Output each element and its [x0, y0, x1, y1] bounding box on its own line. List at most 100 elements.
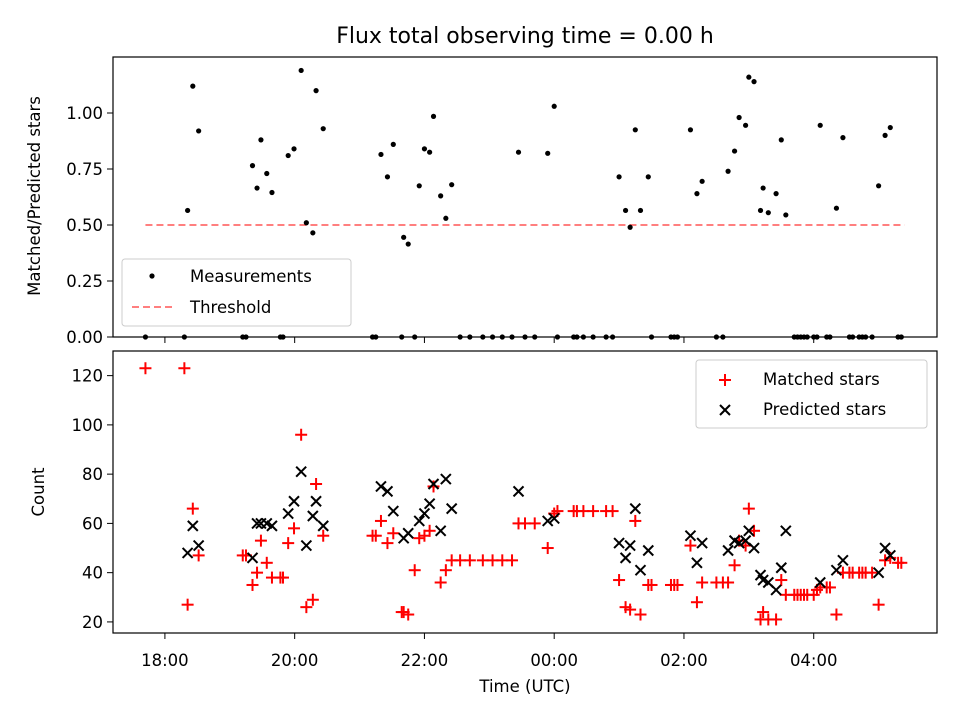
matched-star-point	[879, 554, 892, 567]
matched-star-point	[613, 574, 626, 587]
x-tick-label: 22:00	[401, 651, 449, 670]
matched-star-point	[288, 522, 301, 535]
predicted-star-point	[375, 480, 387, 493]
bottom-y-tick-label: 100	[72, 416, 104, 435]
x-tick-label: 18:00	[141, 651, 189, 670]
matched-star-point	[139, 362, 152, 375]
measurement-point	[303, 220, 309, 226]
predicted-star-point	[619, 552, 632, 564]
matched-star-point	[830, 608, 843, 621]
top-y-tick-label: 0.75	[66, 160, 103, 179]
measurement-point	[545, 150, 551, 156]
measurement-point	[760, 185, 766, 191]
matched-star-point	[295, 428, 308, 441]
predicted-star-point	[300, 539, 313, 552]
predicted-star-point	[192, 539, 205, 552]
bottom-legend-box	[695, 359, 928, 429]
matched-star-point	[634, 608, 647, 621]
bottom-y-tick-label: 40	[82, 564, 103, 583]
matched-star-point	[671, 578, 684, 591]
measurement-point	[742, 122, 749, 128]
measurement-point	[405, 241, 411, 247]
matched-star-point	[181, 598, 194, 611]
predicted-star-point	[418, 507, 431, 520]
bottom-y-tick-label: 80	[82, 465, 103, 484]
measurement-point	[627, 224, 633, 230]
measurement-point	[632, 127, 638, 133]
predicted-star-point	[814, 576, 826, 589]
matched-star-point	[690, 596, 703, 609]
measurement-point	[320, 126, 326, 132]
measurement-point	[258, 137, 264, 143]
legend-predicted-marker	[719, 404, 731, 416]
predicted-star-point	[642, 544, 654, 557]
predicted-star-point	[445, 502, 458, 515]
predicted-star-point	[434, 525, 447, 537]
matched-star-point	[506, 554, 519, 567]
predicted-star-point	[402, 527, 414, 539]
measurement-point	[249, 163, 256, 169]
measurement-point	[285, 152, 291, 159]
predicted-star-point	[181, 547, 194, 559]
predicted-star-point	[295, 465, 307, 478]
measurement-point	[887, 124, 893, 131]
bottom-y-tick-label: 120	[72, 367, 104, 386]
measurement-point	[778, 137, 784, 143]
matched-star-point	[645, 578, 658, 591]
measurement-point	[390, 141, 396, 147]
legend-measurements-marker	[149, 273, 155, 279]
matched-star-point	[246, 578, 259, 591]
measurement-point	[384, 174, 391, 180]
predicted-star-point	[733, 537, 745, 549]
predicted-star-point	[317, 520, 329, 532]
matched-star-point	[684, 539, 697, 552]
predicted-star-point	[387, 505, 399, 517]
bottom-legend: Matched stars Predicted stars	[695, 359, 928, 429]
measurement-point	[269, 189, 275, 196]
measurement-point	[725, 168, 731, 174]
x-tick-label: 20:00	[271, 651, 319, 670]
measurement-point	[882, 132, 888, 138]
predicted-star-point	[613, 537, 625, 549]
predicted-star-point	[288, 495, 300, 507]
matched-star-point	[770, 613, 783, 626]
measurement-point	[416, 183, 422, 189]
top-axes-frame	[112, 56, 938, 338]
matched-star-point	[192, 549, 205, 562]
predicted-star-point	[830, 564, 843, 576]
measurement-point	[736, 114, 742, 121]
matched-star-point	[866, 566, 879, 579]
matched-star-point	[434, 576, 447, 589]
matched-star-point	[463, 554, 476, 567]
predicted-star-point	[624, 539, 636, 552]
predicted-star-point	[775, 562, 787, 574]
bottom-axes-frame	[112, 350, 938, 634]
matched-star-point	[387, 527, 400, 540]
matched-star-point	[872, 598, 885, 611]
measurement-point	[751, 79, 757, 85]
predicted-star-point	[780, 525, 792, 537]
measurement-point	[746, 74, 752, 80]
measurement-point	[694, 191, 700, 197]
measurement-point	[254, 185, 260, 191]
measurement-point	[765, 210, 771, 216]
measurement-point	[264, 170, 270, 177]
bottom-y-tick-label: 60	[82, 514, 103, 533]
matched-star-point	[722, 576, 735, 589]
x-tick-label: 04:00	[790, 651, 838, 670]
top-y-tick-label: 0.00	[66, 328, 103, 347]
predicted-star-point	[310, 495, 322, 507]
matched-star-point	[895, 556, 908, 569]
legend-measurements-label: Measurements	[190, 267, 312, 286]
measurement-point	[430, 113, 437, 119]
legend-predicted-label: Predicted stars	[763, 400, 886, 419]
matched-star-point	[178, 362, 191, 375]
legend-threshold-label: Threshold	[189, 298, 271, 317]
measurement-point	[449, 182, 455, 188]
measurement-point	[443, 215, 449, 221]
matched-star-point	[402, 608, 415, 621]
top-y-tick-label: 1.00	[66, 104, 103, 123]
matched-star-point	[186, 502, 199, 515]
top-y-tick-label: 0.25	[66, 272, 103, 291]
matched-star-point	[254, 534, 267, 547]
